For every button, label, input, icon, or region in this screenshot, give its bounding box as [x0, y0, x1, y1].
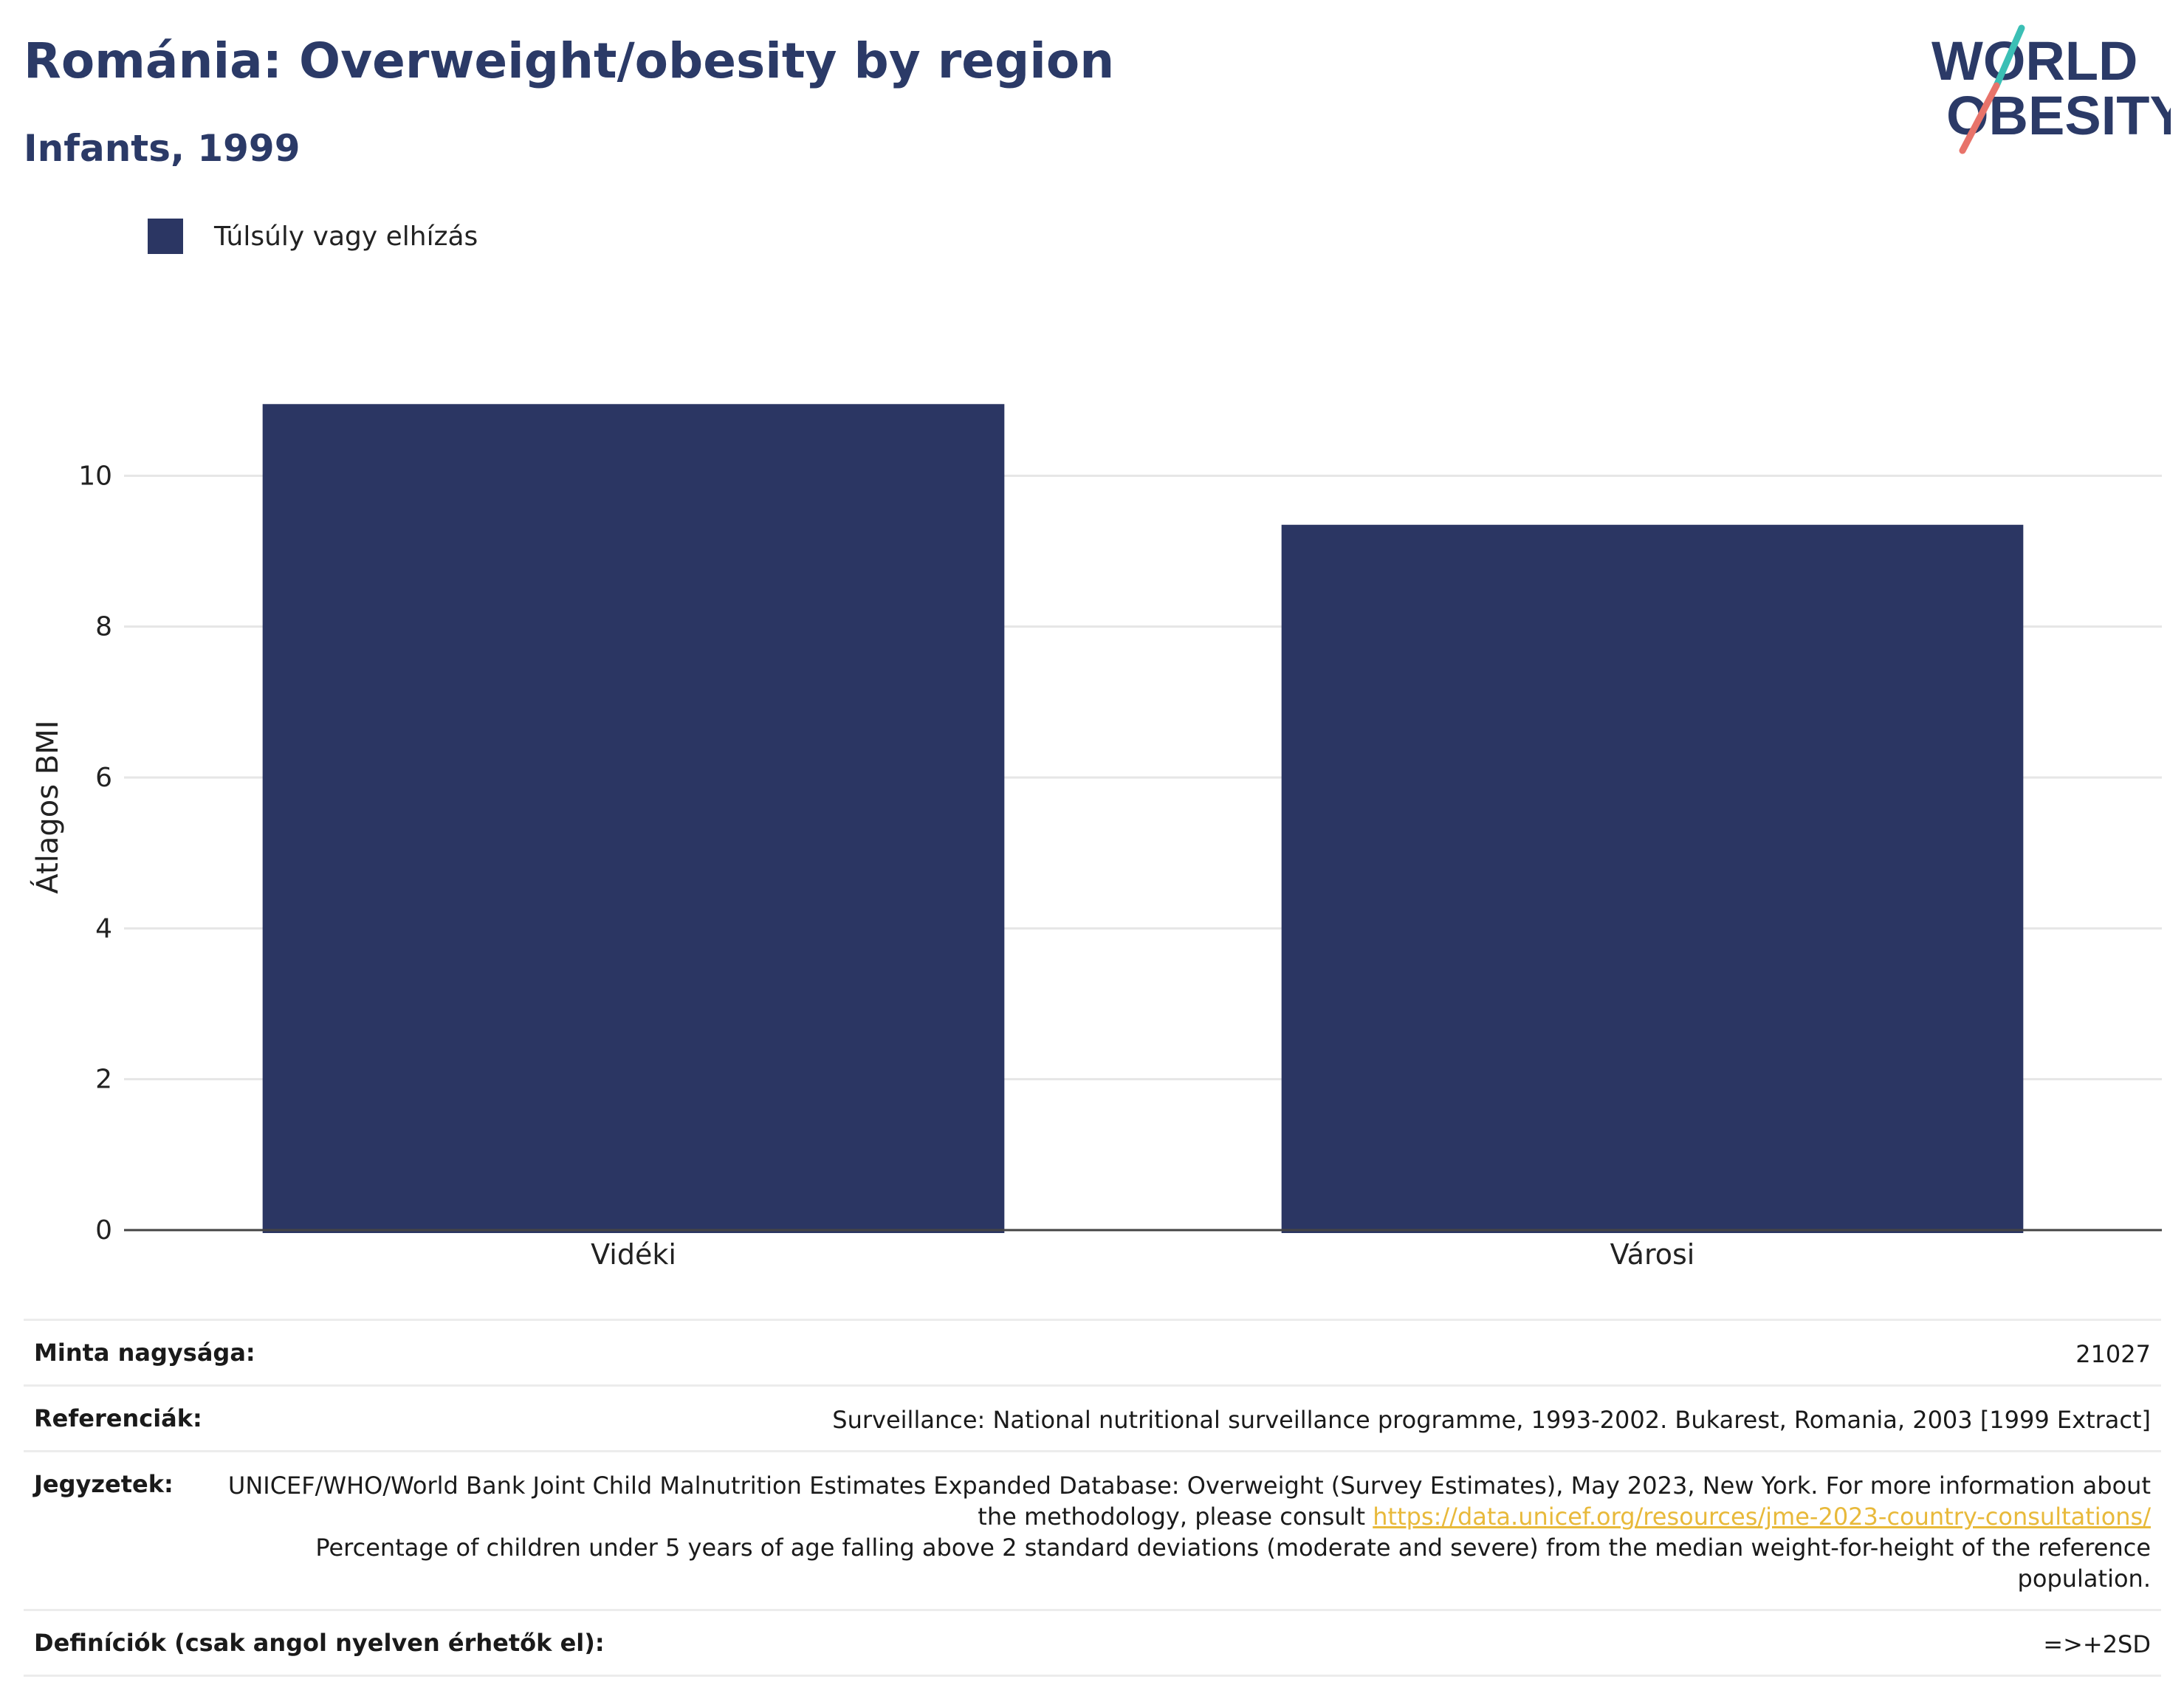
y-axis-title: Átlagos BMI: [30, 720, 65, 893]
notes-link[interactable]: https://data.unicef.org/resources/jme-20…: [1373, 1503, 2151, 1531]
chart-title: Románia: Overweight/obesity by region: [24, 32, 1115, 89]
logo-slash-coral: [1959, 82, 2000, 154]
sample-size-value: 21027: [2075, 1340, 2151, 1368]
y-tick-label: 4: [95, 913, 112, 944]
definitions-value: =>+2SD: [2043, 1630, 2151, 1658]
legend-label: Túlsúly vagy elhízás: [214, 221, 478, 252]
notes-label: Jegyzetek:: [34, 1470, 174, 1498]
x-tick-label: Városi: [1610, 1238, 1695, 1271]
bar: [1281, 524, 2024, 1233]
definitions-label: Definíciók (csak angol nyelven érhetők e…: [34, 1629, 605, 1657]
legend[interactable]: Túlsúly vagy elhízás: [148, 219, 478, 254]
logo-line-1: WORLD: [1931, 30, 2138, 92]
y-tick-label: 2: [95, 1065, 112, 1095]
y-tick-label: 0: [95, 1215, 112, 1246]
info-row-sample: Minta nagysága: 21027: [24, 1319, 2161, 1384]
notes-value: UNICEF/WHO/World Bank Joint Child Malnut…: [218, 1470, 2151, 1594]
notes-text-1: UNICEF/WHO/World Bank Joint Child Malnut…: [227, 1472, 2151, 1531]
world-obesity-logo: WORLD OBESITY: [1931, 24, 2171, 154]
references-label: Referenciák:: [34, 1404, 202, 1432]
legend-swatch: [148, 219, 183, 254]
info-table: Minta nagysága: 21027 Referenciák: Surve…: [24, 1319, 2161, 1677]
info-row-references: Referenciák: Surveillance: National nutr…: [24, 1384, 2161, 1450]
logo-slash-teal: [1993, 24, 2025, 89]
info-row-notes: Jegyzetek: UNICEF/WHO/World Bank Joint C…: [24, 1450, 2161, 1609]
sample-size-label: Minta nagysága:: [34, 1339, 255, 1367]
bar: [262, 404, 1005, 1233]
y-tick-label: 8: [95, 612, 112, 642]
notes-text-2: Percentage of children under 5 years of …: [315, 1534, 2151, 1593]
y-tick-label: 10: [78, 461, 112, 491]
x-tick-label: Vidéki: [591, 1238, 676, 1271]
y-tick-label: 6: [95, 763, 112, 793]
info-row-definitions: Definíciók (csak angol nyelven érhetők e…: [24, 1609, 2161, 1677]
chart-subtitle: Infants, 1999: [24, 127, 301, 170]
references-value: Surveillance: National nutritional surve…: [832, 1406, 2151, 1434]
bar-chart: 0 2 4 6 8 10 Vidéki Városi Átlagos BMI: [30, 404, 2162, 1271]
